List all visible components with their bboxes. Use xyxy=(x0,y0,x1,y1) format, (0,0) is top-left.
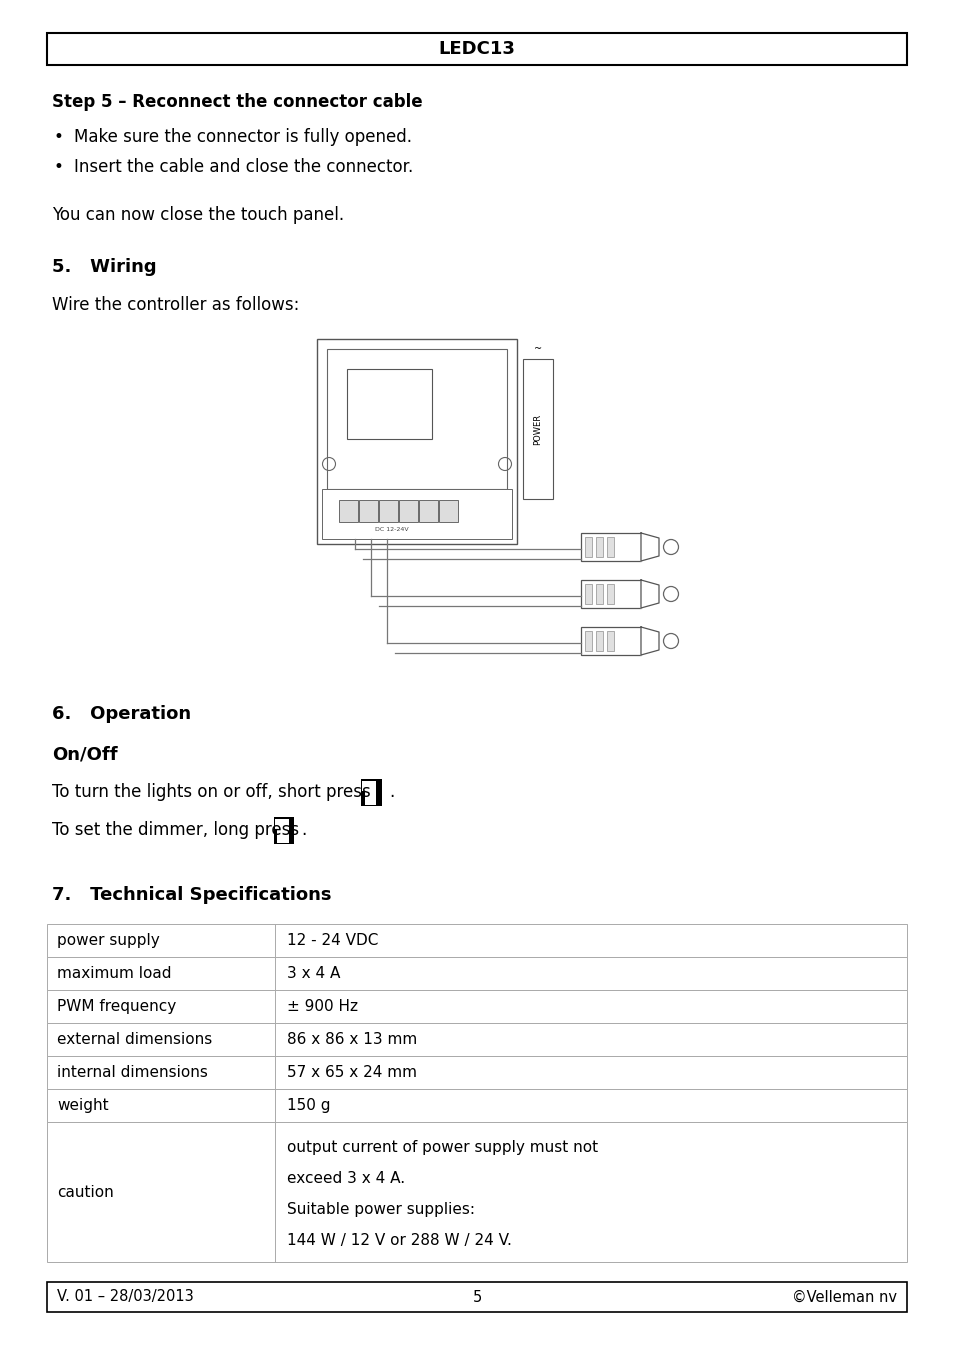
Text: V. 01 – 28/03/2013: V. 01 – 28/03/2013 xyxy=(57,1290,193,1305)
Polygon shape xyxy=(640,533,659,561)
Polygon shape xyxy=(640,627,659,654)
Text: 7.   Technical Specifications: 7. Technical Specifications xyxy=(52,886,331,904)
Text: Step 5 – Reconnect the connector cable: Step 5 – Reconnect the connector cable xyxy=(52,93,422,111)
Bar xyxy=(358,500,377,522)
Text: internal dimensions: internal dimensions xyxy=(57,1065,208,1080)
Text: ~: ~ xyxy=(534,344,541,354)
Text: 12 - 24 VDC: 12 - 24 VDC xyxy=(287,934,378,948)
Bar xyxy=(584,537,592,557)
Bar xyxy=(274,820,279,829)
Bar xyxy=(580,580,640,608)
Bar xyxy=(47,957,906,991)
Text: To turn the lights on or off, short press: To turn the lights on or off, short pres… xyxy=(52,783,371,801)
Text: ©Velleman nv: ©Velleman nv xyxy=(791,1290,896,1305)
Text: output current of power supply must not: output current of power supply must not xyxy=(287,1140,598,1154)
Bar xyxy=(47,1023,906,1056)
Text: To set the dimmer, long press: To set the dimmer, long press xyxy=(52,821,299,839)
Bar xyxy=(580,533,640,561)
Text: LEDC13: LEDC13 xyxy=(438,41,515,58)
Bar xyxy=(418,500,437,522)
Text: maximum load: maximum load xyxy=(57,966,172,981)
Bar xyxy=(47,924,906,957)
Bar xyxy=(606,537,614,557)
Polygon shape xyxy=(640,580,659,608)
Bar xyxy=(47,1089,906,1122)
Bar xyxy=(596,631,602,650)
Bar xyxy=(596,584,602,604)
Bar xyxy=(47,991,906,1023)
Text: external dimensions: external dimensions xyxy=(57,1033,212,1047)
Text: 6.   Operation: 6. Operation xyxy=(52,705,191,724)
Bar xyxy=(274,817,294,844)
Bar xyxy=(47,33,906,65)
Text: power supply: power supply xyxy=(57,934,159,948)
Bar xyxy=(378,500,397,522)
Text: Insert the cable and close the connector.: Insert the cable and close the connector… xyxy=(74,159,413,176)
Text: 86 x 86 x 13 mm: 86 x 86 x 13 mm xyxy=(287,1033,416,1047)
Text: 5: 5 xyxy=(472,1290,481,1305)
Text: Make sure the connector is fully opened.: Make sure the connector is fully opened. xyxy=(74,127,412,146)
Text: Suitable power supplies:: Suitable power supplies: xyxy=(287,1202,475,1217)
Text: DC 12-24V: DC 12-24V xyxy=(375,527,409,533)
Bar xyxy=(584,584,592,604)
Bar xyxy=(316,339,517,543)
Text: 144 W / 12 V or 288 W / 24 V.: 144 W / 12 V or 288 W / 24 V. xyxy=(287,1233,512,1248)
Text: 3 x 4 A: 3 x 4 A xyxy=(287,966,340,981)
Text: exceed 3 x 4 A.: exceed 3 x 4 A. xyxy=(287,1171,405,1186)
Bar xyxy=(47,1282,906,1312)
Bar xyxy=(362,782,367,791)
Text: ± 900 Hz: ± 900 Hz xyxy=(287,999,357,1014)
Text: Wire the controller as follows:: Wire the controller as follows: xyxy=(52,295,299,314)
Bar xyxy=(47,1056,906,1089)
Bar xyxy=(338,500,357,522)
Bar xyxy=(606,584,614,604)
Bar xyxy=(347,369,432,439)
Text: weight: weight xyxy=(57,1098,109,1112)
Bar xyxy=(327,350,506,489)
Text: •: • xyxy=(54,159,64,176)
Bar xyxy=(438,500,457,522)
Bar xyxy=(580,627,640,654)
Text: On/Off: On/Off xyxy=(52,745,117,763)
Bar xyxy=(277,820,288,843)
Text: PWM frequency: PWM frequency xyxy=(57,999,176,1014)
Text: You can now close the touch panel.: You can now close the touch panel. xyxy=(52,206,344,224)
Text: .: . xyxy=(389,783,395,801)
Bar xyxy=(522,359,553,499)
Bar xyxy=(606,631,614,650)
Bar xyxy=(322,489,512,539)
Text: 5.   Wiring: 5. Wiring xyxy=(52,257,156,276)
Text: POWER: POWER xyxy=(533,413,542,444)
Bar xyxy=(365,782,375,805)
Text: caution: caution xyxy=(57,1184,113,1199)
Text: •: • xyxy=(54,127,64,146)
Bar xyxy=(584,631,592,650)
Bar xyxy=(398,500,417,522)
Text: .: . xyxy=(301,821,307,839)
Bar xyxy=(361,779,381,806)
Bar xyxy=(596,537,602,557)
Text: 57 x 65 x 24 mm: 57 x 65 x 24 mm xyxy=(287,1065,416,1080)
Bar xyxy=(47,1122,906,1262)
Text: 150 g: 150 g xyxy=(287,1098,330,1112)
